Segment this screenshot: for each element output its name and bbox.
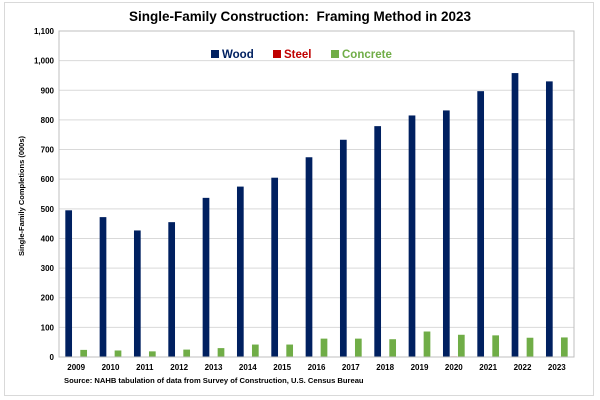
bar-concrete-2019	[423, 331, 431, 357]
x-tick-label: 2020	[445, 363, 463, 372]
x-tick-label: 2013	[205, 363, 223, 372]
bar-wood-2019	[408, 115, 416, 357]
bar-concrete-2010	[114, 350, 122, 357]
y-tick-label: 900	[41, 86, 55, 95]
legend-swatch-wood	[211, 50, 219, 58]
y-tick-label: 600	[41, 175, 55, 184]
bar-wood-2018	[374, 126, 382, 358]
legend-label-steel: Steel	[284, 49, 312, 61]
bar-concrete-2013	[217, 348, 225, 357]
x-tick-label: 2017	[342, 363, 360, 372]
bar-concrete-2009	[80, 349, 88, 357]
bar-concrete-2017	[354, 338, 362, 357]
bar-wood-2022	[511, 73, 519, 358]
bar-wood-2009	[65, 210, 73, 357]
bar-wood-2013	[202, 197, 210, 357]
bar-wood-2011	[133, 230, 141, 357]
chart-frame	[4, 2, 594, 396]
bar-concrete-2011	[148, 351, 156, 357]
legend-label-wood: Wood	[222, 49, 254, 61]
bar-wood-2016	[305, 157, 313, 357]
y-axis-ticks: 0 100 200 300 400 500 600 700 800 900 1,000 1,100	[34, 27, 55, 362]
bar-concrete-2022	[526, 337, 534, 357]
x-tick-label: 2014	[239, 363, 257, 372]
x-tick-label: 2009	[67, 363, 85, 372]
x-tick-label: 2012	[170, 363, 188, 372]
chart-title: Single-Family Construction: Framing Meth…	[128, 9, 472, 24]
y-tick-label: 100	[41, 323, 55, 332]
legend-swatch-concrete	[331, 50, 339, 58]
bar-concrete-2021	[492, 335, 500, 357]
source-note: Source: NAHB tabulation of data from Sur…	[64, 376, 364, 385]
x-tick-label: 2015	[273, 363, 291, 372]
bar-wood-2012	[168, 222, 176, 357]
axes	[58, 30, 575, 358]
legend-swatch-steel	[273, 50, 281, 58]
bar-wood-2014	[236, 186, 244, 357]
bar-concrete-2020	[457, 334, 465, 357]
y-tick-label: 1,100	[34, 27, 55, 36]
y-tick-label: 0	[50, 353, 55, 362]
y-tick-label: 1,000	[34, 57, 55, 66]
bar-concrete-2012	[183, 349, 191, 357]
bar-wood-2015	[271, 177, 279, 357]
y-tick-label: 300	[41, 264, 55, 273]
y-tick-label: 200	[41, 294, 55, 303]
bar-wood-2010	[99, 217, 107, 357]
x-tick-label: 2016	[308, 363, 326, 372]
legend: Wood Steel Concrete	[211, 49, 392, 61]
x-axis-ticks: 2009 2010 2011 2012 2013 2014 2015 2016 2017 2018…	[67, 363, 566, 372]
bar-concrete-2015	[286, 344, 294, 357]
bars	[65, 73, 568, 358]
x-tick-label: 2011	[136, 363, 154, 372]
bar-wood-2023	[545, 81, 553, 357]
y-tick-label: 400	[41, 234, 55, 243]
y-tick-label: 800	[41, 116, 55, 125]
x-tick-label: 2018	[376, 363, 394, 372]
x-tick-label: 2023	[548, 363, 566, 372]
y-axis-label: Single-Family Completions (000s)	[17, 135, 26, 256]
x-tick-label: 2019	[411, 363, 429, 372]
bar-concrete-2018	[389, 339, 397, 357]
bar-wood-2017	[339, 139, 347, 357]
bar-concrete-2014	[251, 344, 259, 357]
bar-concrete-2023	[560, 337, 568, 357]
plot-area	[58, 30, 575, 358]
bar-wood-2021	[477, 91, 485, 358]
bar-concrete-2016	[320, 338, 328, 357]
legend-label-concrete: Concrete	[342, 49, 392, 61]
x-tick-label: 2022	[514, 363, 532, 372]
x-tick-label: 2010	[102, 363, 120, 372]
x-tick-label: 2021	[479, 363, 497, 372]
bar-wood-2020	[442, 110, 450, 358]
y-tick-label: 500	[41, 205, 55, 214]
y-tick-label: 700	[41, 146, 55, 155]
